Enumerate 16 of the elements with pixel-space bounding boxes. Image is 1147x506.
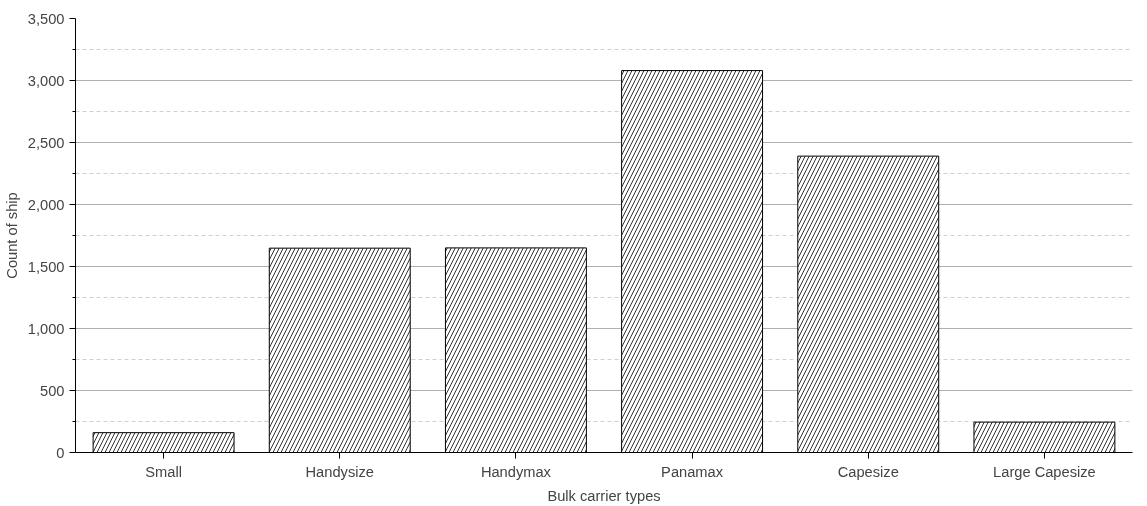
y-tick-label: 2,500 xyxy=(27,134,65,151)
x-tick-label: Small xyxy=(145,463,182,480)
x-tick-label: Capesize xyxy=(837,463,899,480)
x-tick-label: Large Capesize xyxy=(993,463,1096,480)
y-tick-label: 2,000 xyxy=(27,196,65,213)
y-tick-label: 1,000 xyxy=(27,320,65,337)
x-axis-title: Bulk carrier types xyxy=(547,487,661,504)
x-tick-label: Handymax xyxy=(480,463,552,480)
y-axis-title: Count of ship xyxy=(3,192,20,279)
y-tick-label: 3,500 xyxy=(27,10,65,27)
y-tick-label: 500 xyxy=(40,382,65,399)
y-tick-label: 0 xyxy=(56,444,65,461)
y-tick-label: 1,500 xyxy=(27,258,65,275)
x-tick-label: Panamax xyxy=(661,463,724,480)
x-tick-label: Handysize xyxy=(305,463,374,480)
y-tick-label: 3,000 xyxy=(27,72,65,89)
